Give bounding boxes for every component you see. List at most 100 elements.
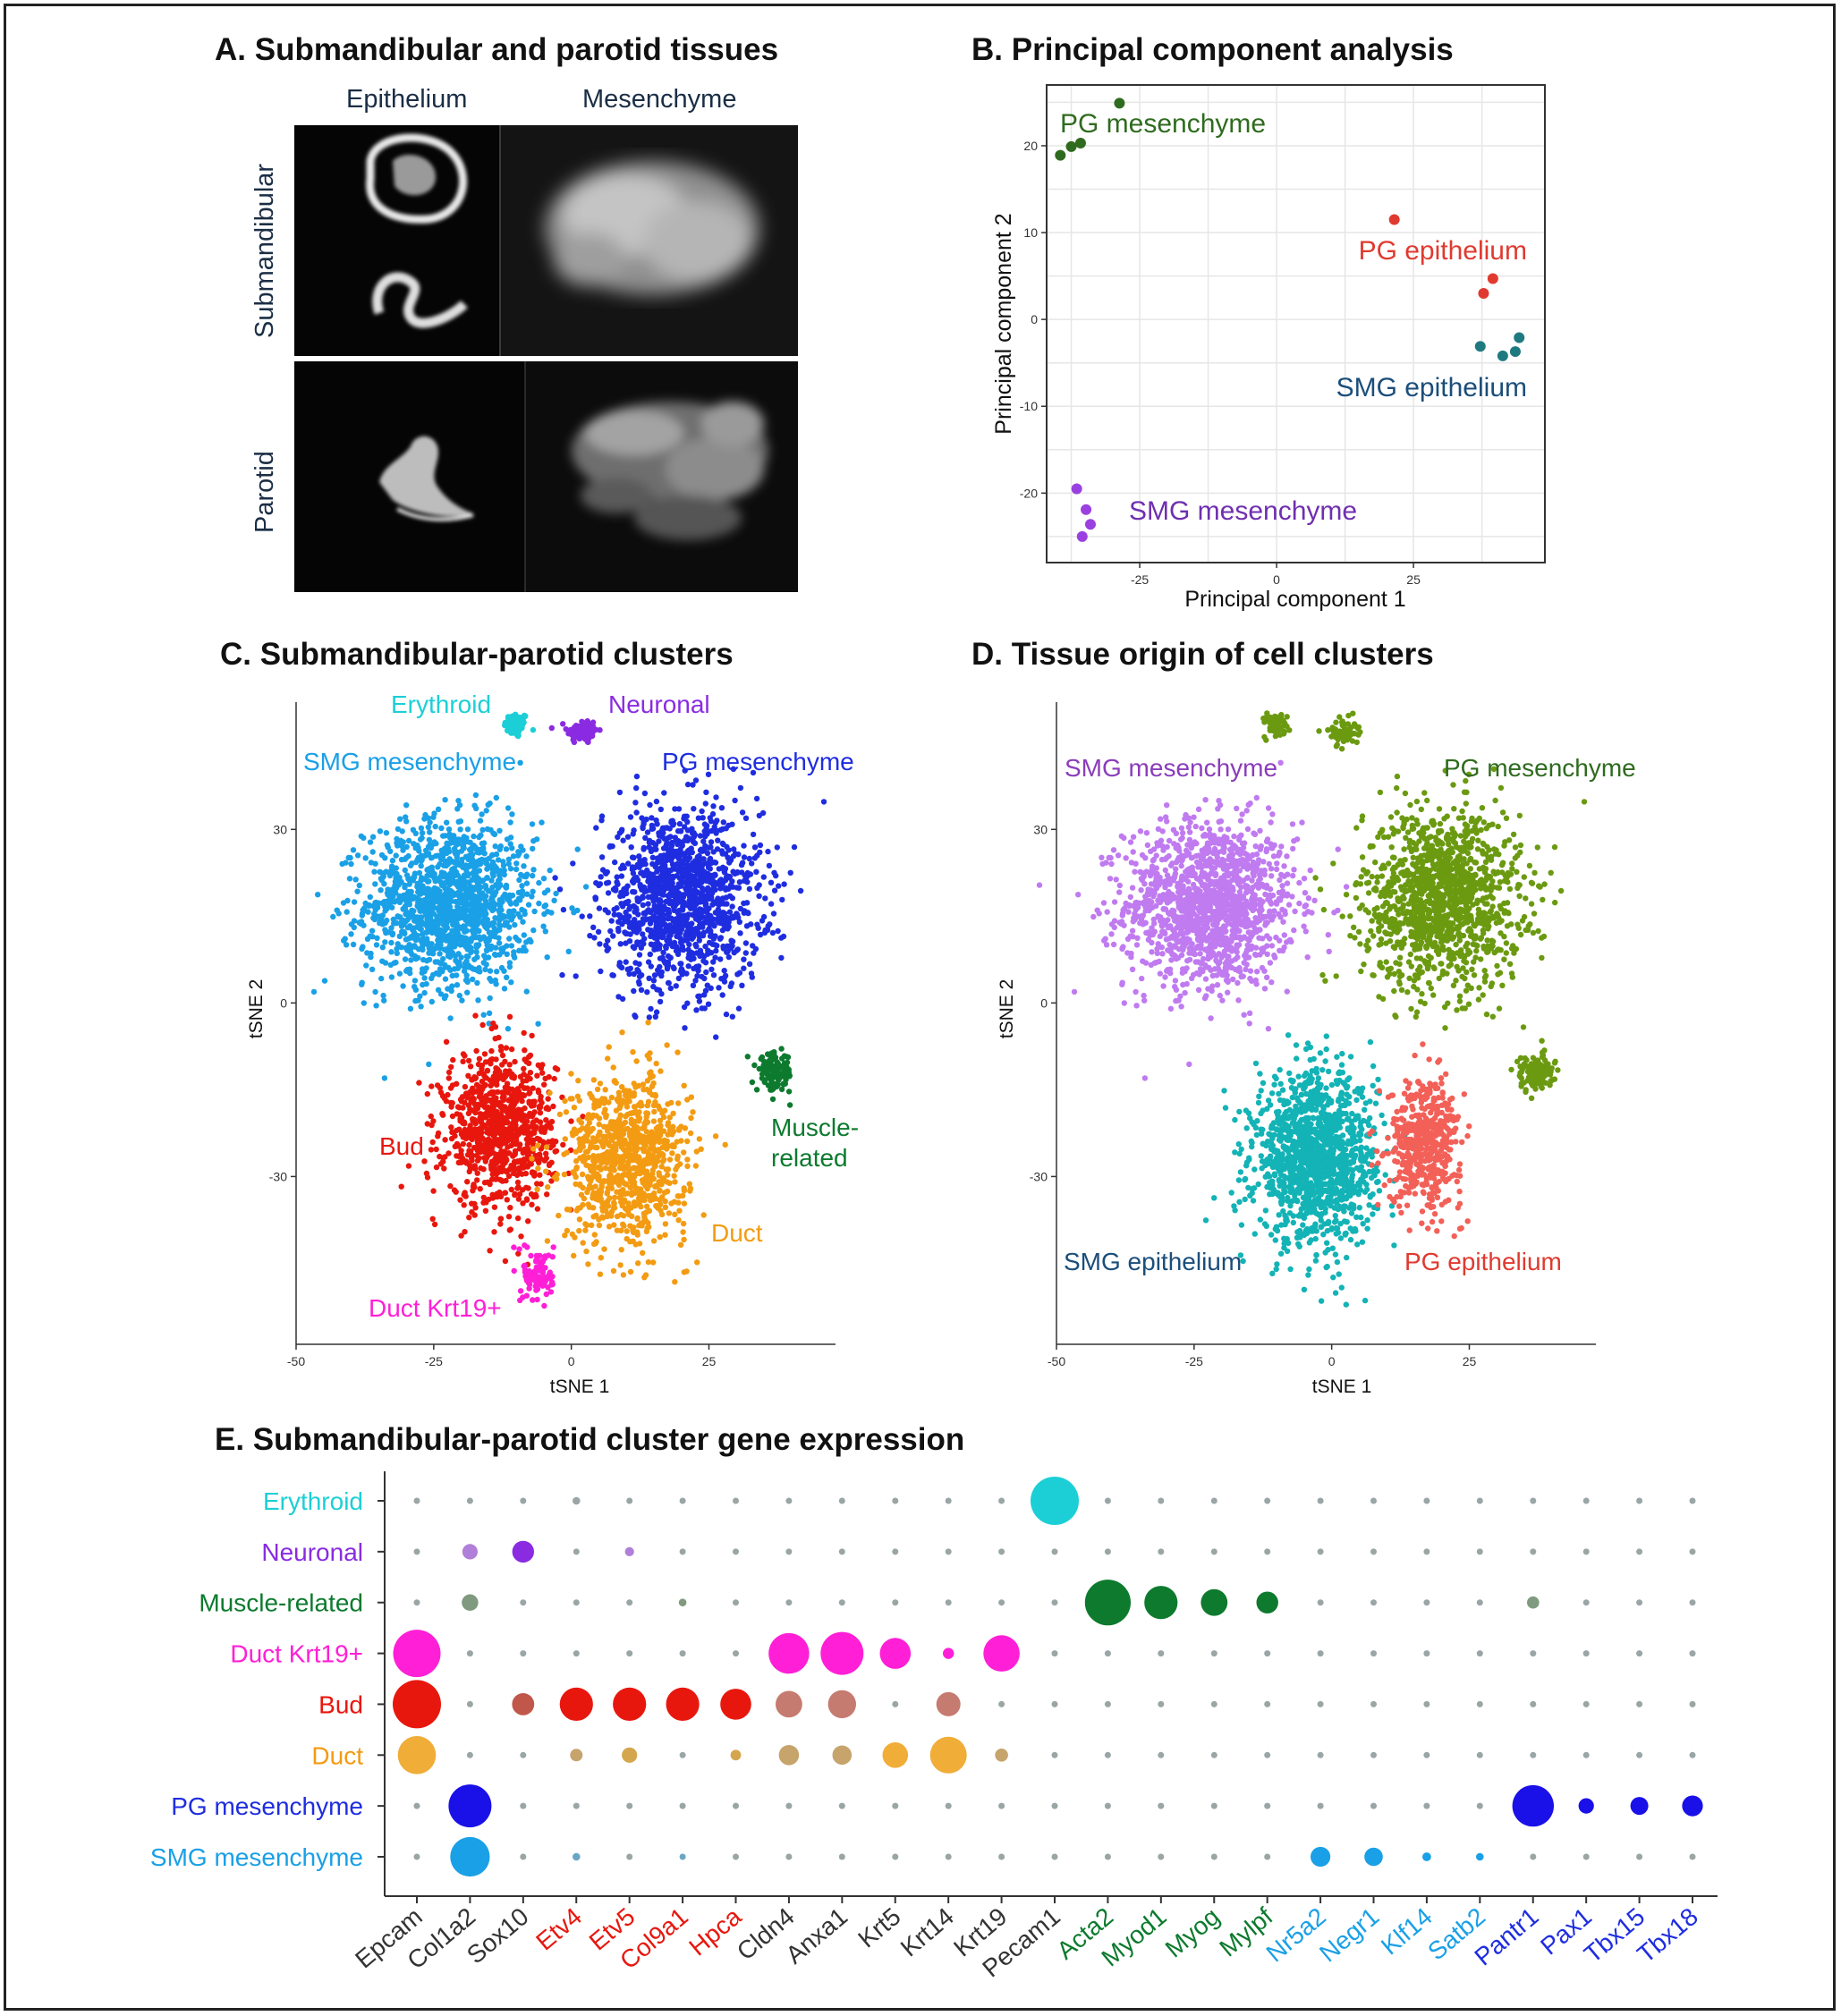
tsne-c-cell-point	[406, 881, 412, 887]
tsne-c-cell-point	[386, 872, 394, 879]
tsne-c-cell-point	[727, 945, 734, 952]
tsne-c-cell-point	[742, 940, 750, 946]
tsne-c-cell-point	[610, 1126, 616, 1132]
tsne-c-cell-point	[672, 1211, 678, 1217]
tsne-c-cell-point	[633, 784, 640, 792]
tsne-c-cell-point	[515, 1131, 522, 1138]
tsne-c-cell-point	[629, 1110, 635, 1116]
tsne-c-cell-point	[386, 899, 393, 905]
tsne-c-cell-point	[486, 1010, 493, 1016]
tsne-c-cell-point	[412, 844, 419, 851]
tsne-c-cell-point	[649, 826, 657, 832]
tsne-c-cell-point	[618, 873, 625, 879]
tsne-c-cell-point	[488, 877, 495, 884]
tsne-c-cell-point	[716, 985, 722, 991]
tsne-c-cell-point	[524, 1126, 530, 1133]
tsne-c-cell-point	[522, 908, 528, 914]
panel-d-title: D. Tissue origin of cell clusters	[971, 637, 1434, 672]
tsne-c-cell-point	[463, 953, 470, 960]
tsne-c-cell-point	[634, 967, 641, 973]
tsne-c-cell-point	[614, 874, 620, 880]
tsne-c-cell-point	[724, 949, 730, 955]
tsne-c-cell-point	[344, 909, 350, 915]
tsne-c-cell-point	[437, 960, 444, 966]
tsne-c-cell-point	[394, 882, 401, 888]
tsne-c-cell-point	[605, 1203, 612, 1209]
tsne-c-cell-point	[570, 860, 576, 867]
tsne-c-cell-point	[402, 867, 408, 874]
tsne-c-cell-point	[497, 1044, 505, 1050]
tsne-c-cell-point	[708, 827, 715, 834]
tsne-c-cell-point	[587, 933, 593, 939]
tsne-c-cell-point	[649, 846, 655, 852]
tsne-c-cell-point	[534, 1186, 540, 1192]
tsne-c-cell-point	[533, 1252, 540, 1259]
tsne-c-cell-point	[619, 1097, 626, 1104]
tsne-c-cell-point	[712, 1133, 719, 1139]
tsne-c-cell-point	[606, 1044, 612, 1050]
tsne-c-cell-point	[641, 1148, 648, 1154]
tsne-c-cell-point	[474, 979, 480, 987]
tsne-c-cell-point	[702, 943, 708, 950]
tsne-c-cell-point	[388, 949, 394, 955]
tsne-c-cell-point	[713, 1034, 719, 1040]
tsne-c-cell-point	[708, 985, 714, 991]
tsne-c-cell-point	[522, 947, 529, 954]
tsne-c-cell-point	[645, 959, 652, 965]
tsne-c-cell-point	[484, 1067, 491, 1074]
pca-point	[1388, 214, 1400, 225]
tsne-c-cell-point	[699, 1005, 705, 1012]
tsne-c-cell-point	[405, 852, 411, 860]
tsne-c-cell-point	[630, 1227, 636, 1233]
tsne-c-cell-point	[526, 1054, 532, 1060]
tsne-c-cell-point	[411, 894, 418, 900]
tsne-c-cell-point	[443, 947, 450, 953]
tsne-c-cell-point	[655, 1124, 661, 1131]
tsne-c-cell-point	[503, 1156, 510, 1163]
tsne-c-cell-point	[449, 928, 455, 934]
tsne-c-cell-point	[696, 1136, 702, 1142]
tsne-c-cell-point	[501, 1148, 508, 1155]
tsne-c-cell-point	[457, 1115, 463, 1122]
tsne-c-cell-point	[691, 965, 697, 972]
tsne-c-cell-point	[488, 1145, 496, 1152]
tsne-c-cell-point	[647, 1070, 653, 1076]
tsne-c-cell-point	[585, 1201, 591, 1207]
tsne-c-cell-point	[787, 869, 793, 876]
tsne-c-cell-point	[648, 928, 654, 934]
tsne-c-cell-point	[528, 1274, 534, 1280]
tsne-c-cell-point	[427, 913, 434, 919]
tsne-c-cell-point	[568, 1118, 574, 1124]
tsne-c-cell-point	[690, 1109, 696, 1115]
tsne-c-cell-point	[532, 1272, 539, 1278]
tsne-c-cell-point	[692, 1163, 700, 1169]
tsne-c-cell-point	[348, 931, 354, 937]
tsne-c-cell-point	[489, 907, 496, 914]
tsne-c-cell-point	[476, 858, 483, 864]
tsne-c-cell-point	[768, 901, 775, 907]
tsne-c-cell-point	[624, 1104, 631, 1110]
tsne-c-cell-point	[501, 1115, 508, 1122]
parotid-micrograph	[294, 361, 798, 592]
tsne-c-cell-point	[524, 1141, 530, 1148]
tsne-c-cell-point	[751, 855, 758, 861]
tsne-c-cell-point	[416, 1080, 422, 1086]
tsne-c-cell-point	[655, 967, 661, 973]
tsne-c-cell-point	[715, 895, 721, 902]
tsne-c-cell-point	[445, 1075, 452, 1081]
tsne-c-cell-point	[442, 976, 449, 982]
tsne-c-cell-point	[579, 913, 585, 919]
tsne-c-cell-point	[632, 960, 639, 966]
tsne-c-cell-point	[605, 1212, 611, 1218]
tsne-c-cell-point	[631, 1165, 637, 1171]
tsne-c-cell-point	[496, 1101, 503, 1107]
tsne-c-cell-point	[637, 883, 643, 889]
tsne-c-cell-point	[681, 1236, 687, 1243]
tsne-c-cell-point	[447, 1182, 454, 1190]
tsne-c-cell-point	[477, 1186, 483, 1192]
tsne-c-cell-point	[487, 995, 493, 1002]
tsne-c-cell-point	[611, 906, 617, 913]
tsne-c-cell-point	[433, 1164, 440, 1171]
tsne-c-cell-point	[654, 855, 661, 861]
tsne-c-cell-point	[514, 936, 521, 943]
